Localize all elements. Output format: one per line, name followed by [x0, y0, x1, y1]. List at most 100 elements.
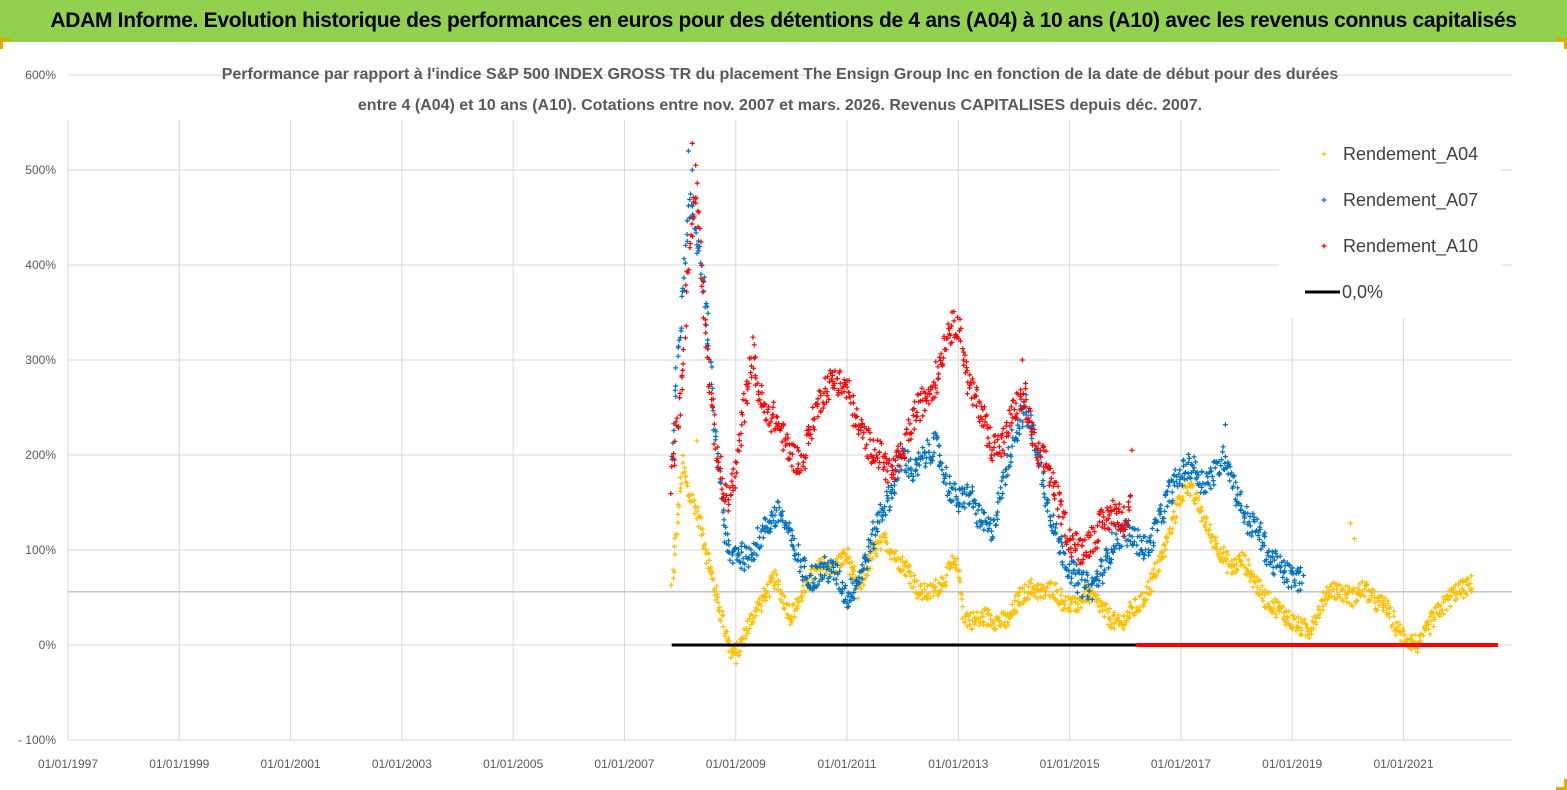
- data-point: [1075, 580, 1081, 586]
- data-point: [739, 540, 745, 546]
- data-point: [999, 435, 1005, 441]
- data-point: [809, 436, 815, 442]
- data-point: [875, 529, 880, 534]
- data-point: [814, 565, 820, 570]
- data-point: [672, 552, 678, 557]
- data-point: [778, 425, 784, 431]
- series-Rendement_A07: [669, 148, 1306, 610]
- data-point: [997, 450, 1003, 456]
- data-point: [1109, 557, 1114, 562]
- data-point: [727, 485, 733, 491]
- data-point: [1205, 474, 1211, 480]
- data-point: [689, 202, 695, 208]
- data-point: [1242, 553, 1248, 559]
- data-point: [1238, 508, 1244, 513]
- data-point: [1069, 599, 1075, 605]
- data-point: [1105, 622, 1111, 628]
- data-point: [1204, 515, 1210, 521]
- data-point: [806, 441, 811, 446]
- data-point: [775, 518, 781, 524]
- data-point: [1011, 407, 1017, 413]
- data-point: [1025, 415, 1031, 421]
- data-point: [931, 450, 937, 456]
- data-point: [730, 488, 736, 494]
- data-point: [932, 394, 938, 400]
- data-point: [1054, 521, 1059, 527]
- data-point: [739, 412, 745, 418]
- data-point: [1171, 482, 1177, 488]
- data-point: [1062, 602, 1068, 608]
- x-tick-label: 01/01/2019: [1262, 757, 1322, 771]
- data-point: [1132, 610, 1138, 616]
- data-point: [738, 443, 744, 448]
- data-point: [1164, 533, 1169, 539]
- data-point: [1170, 498, 1176, 503]
- data-point: [1058, 498, 1064, 504]
- data-point: [1246, 519, 1252, 525]
- data-point: [936, 371, 941, 377]
- data-point: [1048, 466, 1053, 471]
- data-point: [1063, 565, 1069, 571]
- data-point: [1271, 572, 1277, 578]
- data-point: [1281, 558, 1287, 564]
- data-point: [845, 546, 851, 552]
- data-point: [1042, 503, 1048, 509]
- data-point: [904, 430, 910, 436]
- data-point: [851, 596, 857, 602]
- data-point: [1103, 601, 1109, 607]
- data-point: [1301, 573, 1306, 578]
- data-point: [959, 592, 965, 598]
- data-point: [1230, 569, 1236, 575]
- data-point: [981, 423, 987, 429]
- data-point: [1114, 511, 1119, 516]
- data-point: [764, 590, 770, 596]
- data-point: [1208, 486, 1214, 491]
- data-point: [940, 361, 945, 367]
- data-point: [1055, 506, 1061, 512]
- data-point: [1278, 564, 1284, 570]
- data-point: [1334, 586, 1340, 592]
- data-point: [1298, 627, 1304, 633]
- data-point: [1341, 587, 1347, 593]
- data-point: [821, 564, 826, 570]
- data-point: [1050, 483, 1056, 489]
- data-point: [1311, 626, 1317, 632]
- data-point: [746, 616, 752, 621]
- data-point: [952, 481, 958, 487]
- data-point: [1052, 496, 1058, 502]
- data-point: [1331, 581, 1337, 586]
- chart-title-line2: entre 4 (A04) et 10 ans (A10). Cotations…: [358, 97, 1202, 114]
- data-point: [919, 590, 925, 596]
- data-point: [1398, 638, 1404, 644]
- data-point: [1144, 539, 1150, 544]
- data-point: [1151, 566, 1157, 572]
- data-point: [1217, 470, 1223, 476]
- data-point: [1068, 580, 1074, 586]
- data-point: [1384, 610, 1390, 616]
- data-point: [916, 450, 922, 456]
- data-point: [700, 289, 706, 295]
- data-point: [883, 535, 889, 540]
- data-point: [1126, 507, 1132, 513]
- data-point: [1023, 381, 1029, 386]
- data-point: [949, 323, 954, 329]
- data-point: [674, 415, 680, 421]
- data-point: [1069, 570, 1075, 576]
- data-point: [1089, 597, 1095, 603]
- data-point: [687, 241, 693, 246]
- data-point: [1379, 593, 1385, 599]
- data-point: [782, 593, 788, 599]
- data-point: [1437, 613, 1443, 619]
- data-point: [795, 542, 801, 548]
- data-point: [933, 359, 939, 365]
- data-point: [1327, 584, 1333, 590]
- data-point: [924, 437, 930, 443]
- data-point: [1464, 577, 1470, 582]
- data-point: [1020, 391, 1026, 397]
- data-point: [964, 482, 970, 488]
- data-point: [837, 568, 843, 574]
- data-point: [1005, 433, 1011, 439]
- data-point: [886, 457, 892, 463]
- data-point: [876, 519, 882, 525]
- data-point: [892, 476, 898, 482]
